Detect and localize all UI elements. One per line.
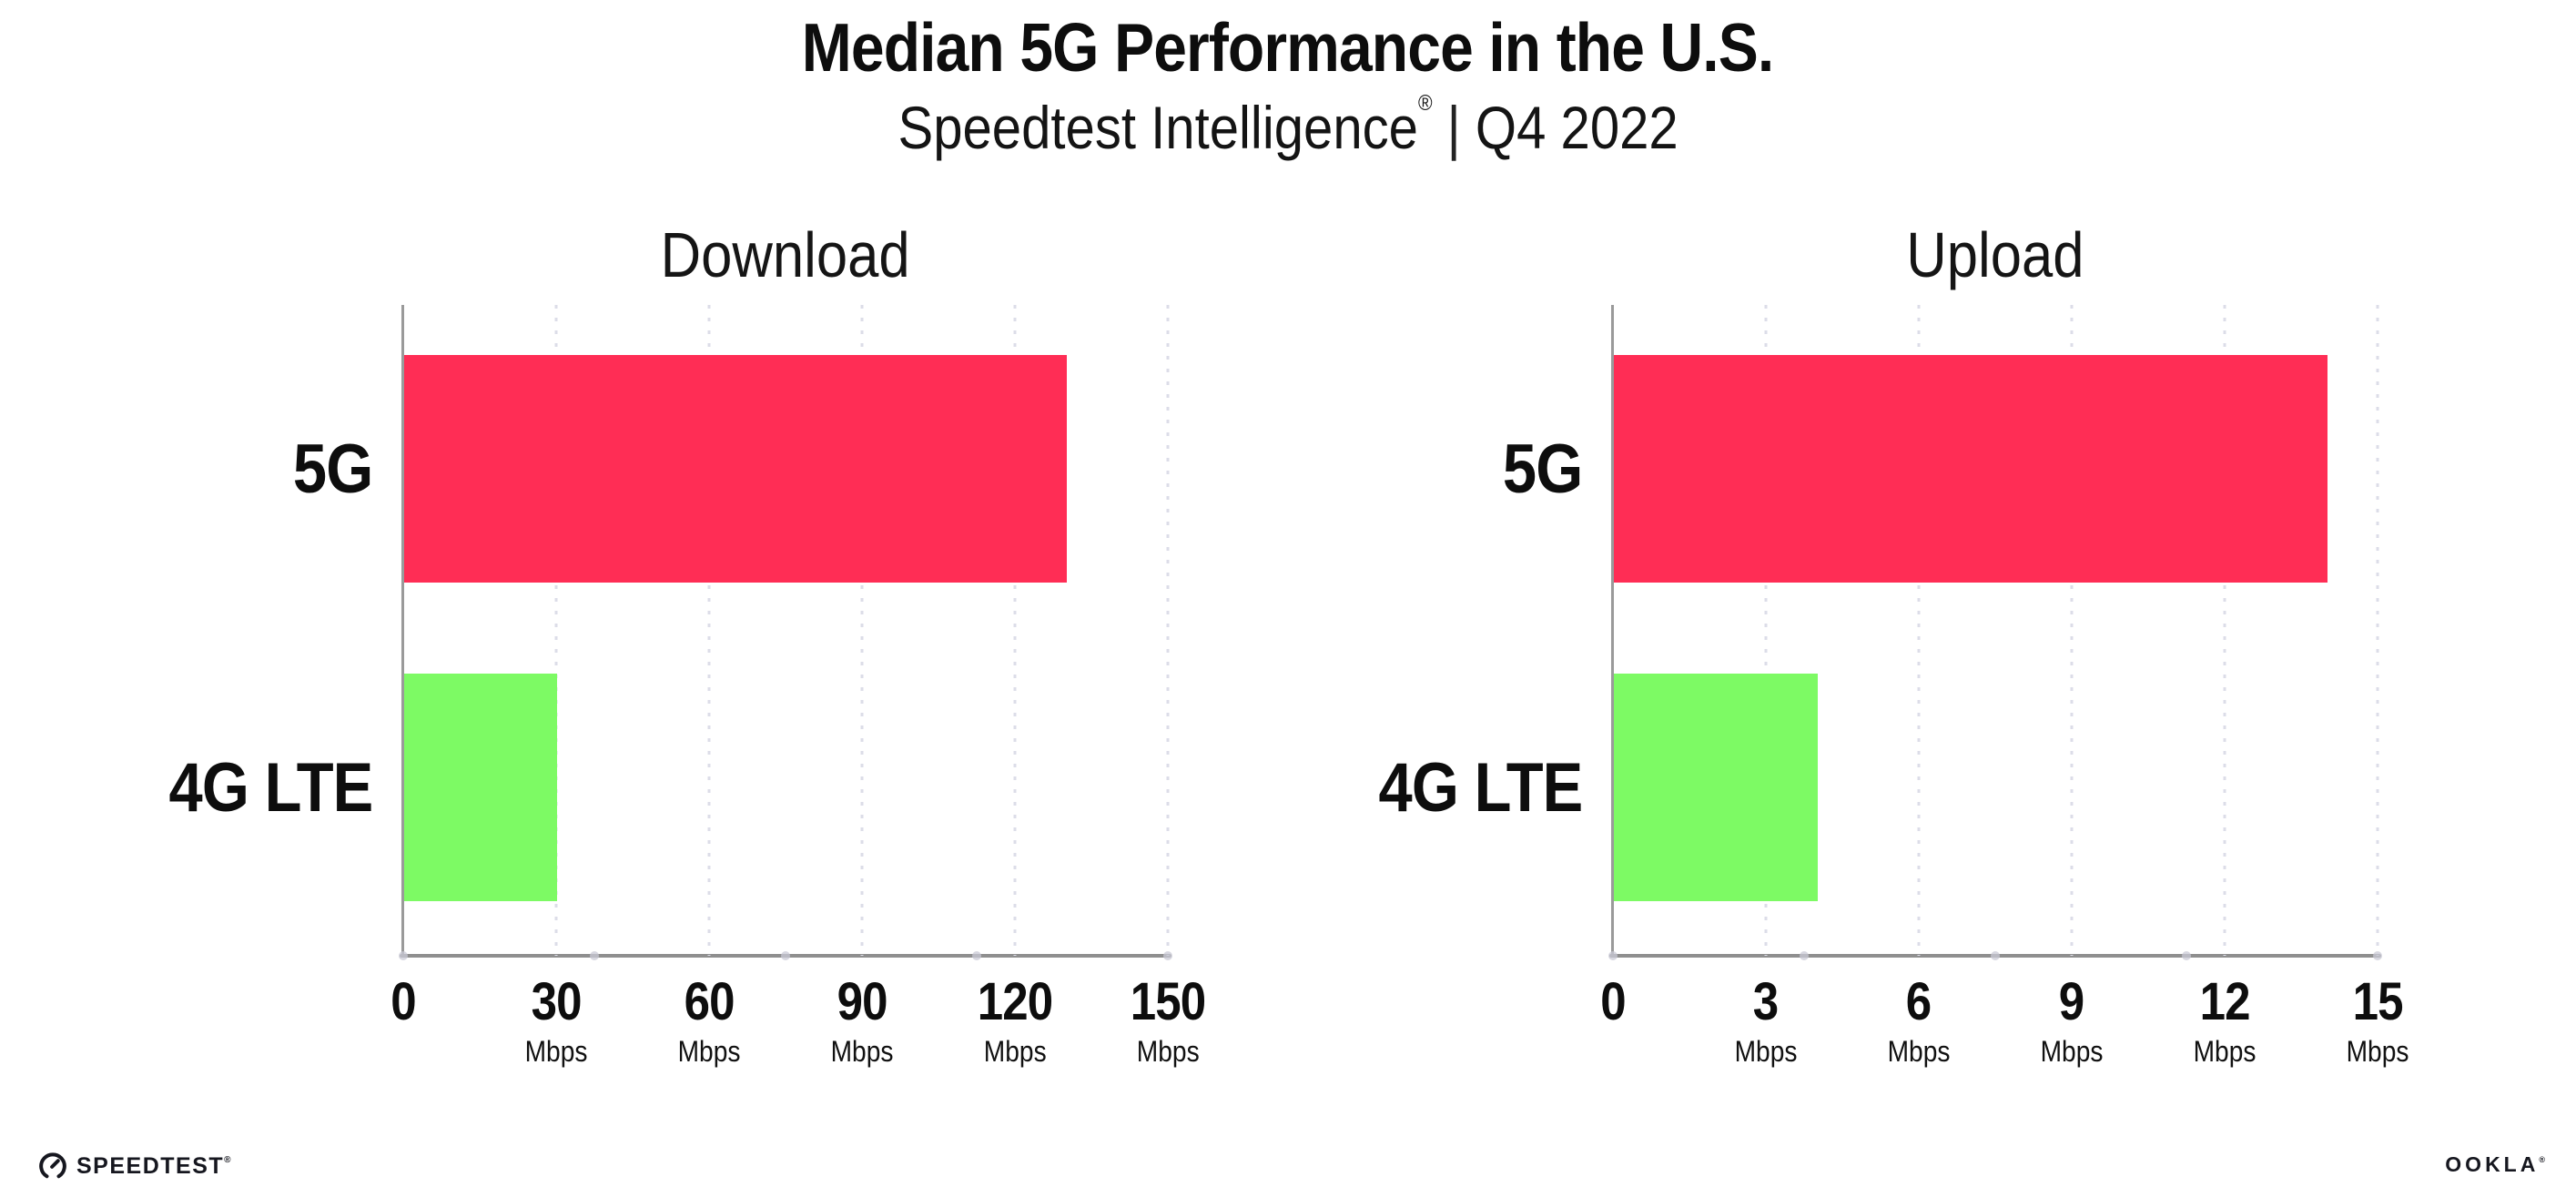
x-tick-0: 0 bbox=[389, 976, 417, 1029]
category-label-5g: 5G bbox=[292, 430, 373, 508]
x-tick-unit: Mbps bbox=[2346, 1035, 2409, 1068]
y-axis-line bbox=[401, 305, 404, 956]
gridline-90 bbox=[860, 305, 864, 956]
gridline-60 bbox=[707, 305, 711, 956]
axis-tick-dot bbox=[2182, 951, 2191, 960]
upload-chart-plot-area: 0 3 Mbps 6 Mbps 9 Mbps 12 Mbps 15 Mbps 5G 4G LTE bbox=[1378, 305, 2409, 1066]
subtitle-period: Q4 2022 bbox=[1475, 94, 1678, 161]
download-chart-plot-area: 0 30 Mbps 60 Mbps 90 Mbps 120 Mbps 150 Mbps 5G 4G LT… bbox=[168, 305, 1206, 1066]
x-tick-unit: Mbps bbox=[2040, 1035, 2104, 1068]
x-tick-150: 150 Mbps bbox=[1125, 972, 1211, 1068]
ookla-logo: OOKLA® bbox=[2445, 1152, 2545, 1177]
x-tick-15: 15 Mbps bbox=[2342, 972, 2413, 1068]
subtitle-brand: Speedtest Intelligence bbox=[898, 94, 1418, 161]
x-tick-value: 90 bbox=[837, 972, 887, 1031]
x-tick-unit: Mbps bbox=[1887, 1035, 1951, 1068]
x-tick-value: 0 bbox=[1600, 972, 1626, 1031]
gridline-12 bbox=[2223, 305, 2226, 956]
axis-tick-dot bbox=[781, 951, 790, 960]
x-tick-unit: Mbps bbox=[830, 1035, 894, 1068]
axis-tick-dot bbox=[1800, 951, 1809, 960]
x-tick-value: 0 bbox=[390, 972, 416, 1031]
speedtest-wordmark: SPEEDTEST® bbox=[76, 1152, 233, 1179]
gridline-120 bbox=[1013, 305, 1017, 956]
axis-tick-dot bbox=[1608, 951, 1618, 960]
download-chart-title: Download bbox=[661, 219, 910, 290]
bar-5g bbox=[404, 355, 1067, 583]
x-tick-6: 6 Mbps bbox=[1883, 972, 1954, 1068]
gridline-15 bbox=[2376, 305, 2379, 956]
x-tick-value: 60 bbox=[684, 972, 735, 1031]
category-label-4g-lte: 4G LTE bbox=[1378, 748, 1583, 827]
axis-tick-dot bbox=[2373, 951, 2382, 960]
bar-4g-lte bbox=[404, 674, 557, 901]
registered-mark: ® bbox=[1417, 91, 1433, 116]
x-tick-90: 90 Mbps bbox=[827, 972, 898, 1068]
axis-tick-dot bbox=[1991, 951, 2000, 960]
axis-tick-dot bbox=[1163, 951, 1172, 960]
x-tick-value: 6 bbox=[1906, 972, 1932, 1031]
y-axis-line bbox=[1611, 305, 1614, 956]
x-tick-value: 15 bbox=[2352, 972, 2403, 1031]
x-tick-value: 120 bbox=[977, 972, 1053, 1031]
subtitle-separator: | bbox=[1432, 94, 1476, 161]
speedtest-gauge-icon bbox=[39, 1152, 66, 1179]
gridline-3 bbox=[1764, 305, 1768, 956]
axis-tick-dot bbox=[972, 951, 981, 960]
x-tick-unit: Mbps bbox=[1734, 1035, 1798, 1068]
x-tick-9: 9 Mbps bbox=[2036, 972, 2107, 1068]
gridline-9 bbox=[2070, 305, 2074, 956]
registered-mark: ® bbox=[2539, 1155, 2545, 1164]
x-tick-value: 12 bbox=[2199, 972, 2250, 1031]
x-tick-12: 12 Mbps bbox=[2189, 972, 2260, 1068]
page-subtitle: Speedtest Intelligence® | Q4 2022 bbox=[0, 91, 2576, 163]
x-tick-3: 3 Mbps bbox=[1730, 972, 1801, 1068]
x-tick-value: 9 bbox=[2059, 972, 2084, 1031]
x-tick-unit: Mbps bbox=[677, 1035, 741, 1068]
registered-mark: ® bbox=[224, 1154, 233, 1165]
gridline-30 bbox=[554, 305, 558, 956]
x-tick-unit: Mbps bbox=[2193, 1035, 2257, 1068]
x-tick-120: 120 Mbps bbox=[972, 972, 1058, 1068]
x-tick-value: 150 bbox=[1130, 972, 1206, 1031]
upload-chart-title: Upload bbox=[1906, 219, 2084, 290]
x-tick-value: 30 bbox=[531, 972, 582, 1031]
x-tick-unit: Mbps bbox=[1136, 1035, 1200, 1068]
axis-tick-dot bbox=[590, 951, 599, 960]
x-tick-60: 60 Mbps bbox=[674, 972, 745, 1068]
axis-tick-dot bbox=[399, 951, 408, 960]
page-title-text: Median 5G Performance in the U.S. bbox=[802, 9, 1774, 86]
page-subtitle-text: Speedtest Intelligence® | Q4 2022 bbox=[898, 91, 1678, 163]
speedtest-logo: SPEEDTEST® bbox=[38, 1151, 232, 1181]
x-tick-0: 0 bbox=[1598, 976, 1627, 1029]
category-label-4g-lte: 4G LTE bbox=[168, 748, 373, 827]
gridline-150 bbox=[1166, 305, 1170, 956]
bar-4g-lte bbox=[1614, 674, 1818, 901]
bar-5g bbox=[1614, 355, 2328, 583]
ookla-wordmark: OOKLA bbox=[2445, 1152, 2540, 1176]
gridline-6 bbox=[1917, 305, 1921, 956]
x-tick-value: 3 bbox=[1753, 972, 1779, 1031]
x-tick-30: 30 Mbps bbox=[521, 972, 592, 1068]
x-tick-unit: Mbps bbox=[983, 1035, 1047, 1068]
x-tick-unit: Mbps bbox=[524, 1035, 588, 1068]
page-title: Median 5G Performance in the U.S. bbox=[0, 9, 2576, 86]
category-label-5g: 5G bbox=[1502, 430, 1583, 508]
